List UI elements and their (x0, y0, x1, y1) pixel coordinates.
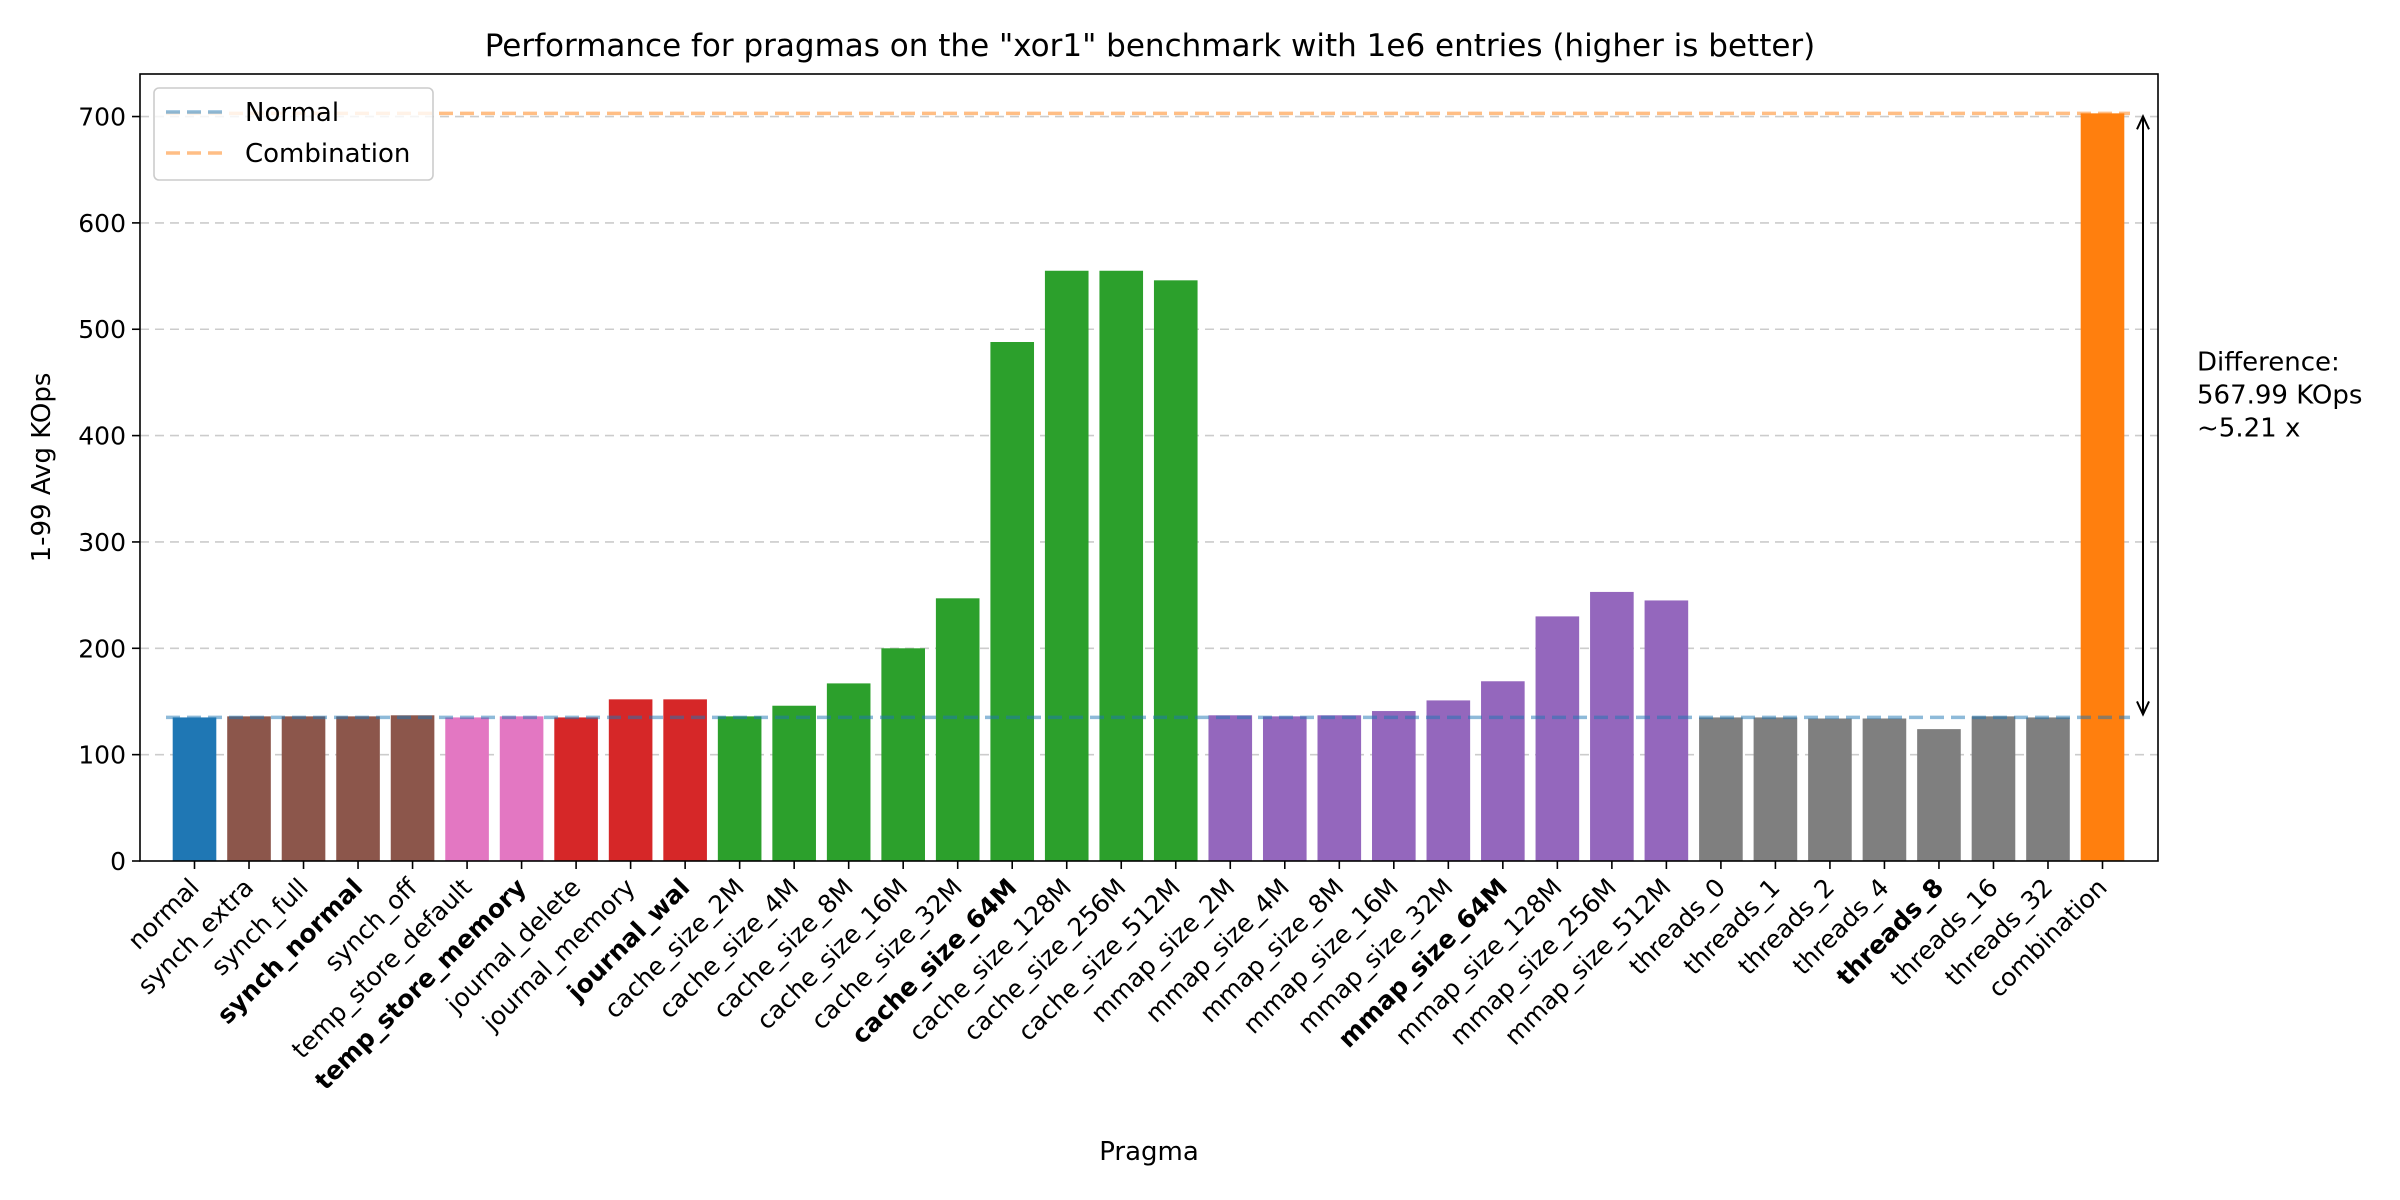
bar-mmap_size_256M (1590, 591, 1634, 861)
legend-label: Combination (245, 139, 410, 169)
y-tick-label: 700 (78, 103, 126, 132)
bar-threads_4 (1862, 718, 1907, 861)
bar-normal (172, 717, 217, 861)
bars (172, 113, 2125, 862)
bar-cache_size_8M (826, 683, 871, 861)
bar-synch_full (281, 716, 326, 861)
annotation-line: ~5.21 x (2197, 413, 2300, 443)
chart-title: Performance for pragmas on the "xor1" be… (485, 28, 1816, 64)
bar-cache_size_16M (881, 648, 925, 861)
bar-combination (2080, 113, 2125, 862)
bar-mmap_size_4M (1262, 716, 1307, 861)
legend-label: Normal (245, 98, 339, 128)
bar-threads_8 (1917, 729, 1961, 861)
bar-threads_0 (1699, 717, 1743, 861)
y-axis-ticks: 0 100 200 300 400 500 600 700 (78, 103, 140, 876)
bar-temp_store_memory (499, 716, 544, 861)
reference-lines (166, 111, 2130, 720)
bar-mmap_size_32M (1426, 700, 1471, 861)
bar-mmap_size_16M (1372, 711, 1416, 861)
x-axis-label: Pragma (1099, 1137, 1199, 1167)
bar-synch_off (390, 715, 435, 861)
bar-threads_1 (1753, 717, 1798, 861)
bar-cache_size_256M (1099, 270, 1144, 861)
difference-annotation: Difference:567.99 KOps~5.21 x (2136, 113, 2362, 717)
y-tick-label: 300 (78, 528, 126, 557)
y-tick-label: 0 (110, 847, 126, 876)
bar-journal_wal (663, 699, 707, 861)
bar-cache_size_512M (1153, 280, 1198, 861)
bar-mmap_size_2M (1208, 715, 1253, 861)
bar-threads_32 (2026, 717, 2070, 861)
bar-cache_size_64M (990, 342, 1035, 862)
arrowhead-down (2136, 701, 2150, 717)
bar-cache_size_4M (772, 705, 816, 861)
y-tick-label: 400 (78, 422, 126, 451)
grid-lines (140, 115, 2158, 756)
legend-box (153, 87, 434, 181)
bar-temp_store_default (445, 717, 489, 861)
y-tick-label: 200 (78, 634, 126, 663)
bar-synch_normal (336, 716, 380, 861)
bar-synch_extra (227, 716, 271, 861)
bar-cache_size_32M (935, 598, 980, 861)
bar-journal_memory (608, 699, 653, 861)
x-axis-ticks: normalsynch_extrasynch_fullsynch_normals… (122, 861, 2113, 1095)
annotation-line: Difference: (2197, 347, 2340, 377)
bar-mmap_size_512M (1644, 600, 1689, 861)
arrowhead-up (2136, 113, 2150, 130)
y-tick-label: 500 (78, 315, 126, 344)
legend: Normal Combination (153, 87, 434, 181)
plot-frame (139, 73, 2159, 862)
bar-mmap_size_64M (1481, 681, 1525, 861)
y-tick-label: 600 (78, 209, 126, 238)
annotation-line: 567.99 KOps (2197, 380, 2362, 410)
y-tick-label: 100 (78, 741, 126, 770)
bar-threads_16 (1971, 716, 2016, 861)
bar-cache_size_128M (1044, 270, 1089, 861)
bar-mmap_size_8M (1317, 715, 1362, 861)
y-axis-label: 1-99 Avg KOps (27, 373, 57, 563)
bar-threads_2 (1808, 718, 1852, 861)
bar-journal_delete (554, 717, 598, 861)
bar-cache_size_2M (717, 716, 762, 861)
bar-mmap_size_128M (1535, 616, 1580, 861)
